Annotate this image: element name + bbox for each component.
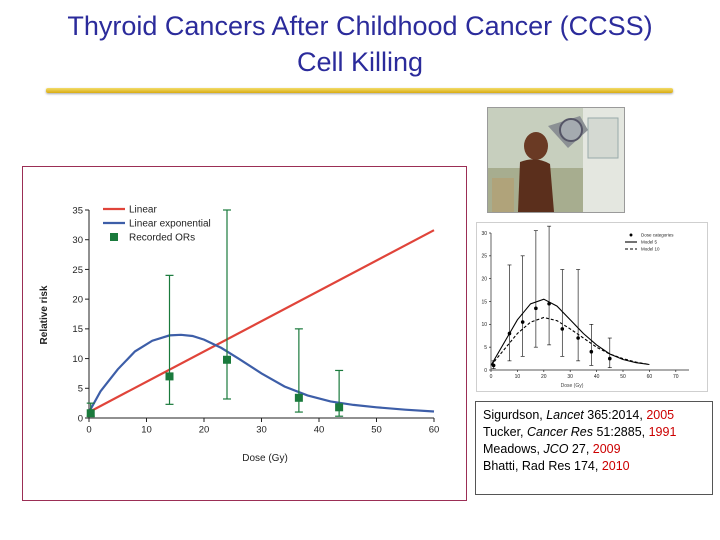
main-x-tick-label: 50 bbox=[371, 425, 382, 436]
reference-4: Bhatti, Rad Res 174, 2010 bbox=[483, 459, 630, 473]
main-data-point bbox=[294, 393, 303, 402]
mini-x-tick-label: 60 bbox=[647, 374, 653, 380]
main-series-linear bbox=[88, 229, 435, 414]
mini-x-tick-label: 40 bbox=[594, 374, 600, 380]
mini-data-point bbox=[507, 331, 512, 336]
mini-x-tick-label: 50 bbox=[620, 374, 626, 380]
main-data-point bbox=[86, 409, 95, 418]
mini-legend-label: Model 10 bbox=[641, 247, 660, 252]
mini-series-model-5 bbox=[490, 298, 650, 366]
main-x-tick-label: 60 bbox=[429, 425, 440, 436]
model-comparison-chart: 0 10 20 30 40 50 60 70 0 5 10 15 20 25 30 Dose categor… bbox=[476, 222, 708, 392]
mini-x-axis-label: Dose (Gy) bbox=[561, 383, 584, 389]
mini-data-point bbox=[560, 327, 565, 331]
mini-data-point bbox=[534, 306, 538, 311]
slide-title-line1: Thyroid Cancers After Childhood Cancer (… bbox=[67, 11, 653, 41]
mini-legend-swatch bbox=[629, 233, 633, 237]
mini-data-point bbox=[520, 320, 525, 324]
reference-3: Meadows, JCO 27, 2009 bbox=[483, 442, 621, 456]
mini-y-tick-label: 10 bbox=[481, 322, 487, 328]
y-axis-label: Relative risk bbox=[39, 285, 50, 344]
mini-y-tick-label: 15 bbox=[481, 299, 487, 305]
slide-title-line2: Cell Killing bbox=[296, 47, 424, 77]
mini-x-tick-label: 20 bbox=[541, 374, 547, 380]
mini-y-tick-label: 5 bbox=[484, 345, 487, 351]
mini-y-tick-label: 25 bbox=[481, 254, 487, 260]
mini-legend-label: Dose categories bbox=[641, 233, 674, 238]
main-legend-swatch bbox=[110, 233, 118, 241]
phantom-photo bbox=[487, 107, 625, 213]
mini-series-model-10 bbox=[490, 316, 650, 366]
main-y-tick-label: 30 bbox=[72, 235, 83, 246]
mini-y-tick-label: 0 bbox=[484, 368, 487, 374]
main-data-point bbox=[335, 403, 344, 412]
main-series-linear-exponential bbox=[88, 333, 435, 413]
mini-x-tick-label: 10 bbox=[515, 374, 521, 380]
main-y-tick-label: 0 bbox=[78, 413, 83, 424]
title-underline bbox=[46, 88, 673, 93]
reference-1: Sigurdson, Lancet 365:2014, 2005 bbox=[483, 408, 675, 422]
mini-data-point bbox=[491, 363, 496, 368]
main-y-tick-label: 25 bbox=[72, 265, 83, 276]
relative-risk-chart: 0 10 20 30 40 50 60 0 5 10 15 20 25 30 35 Linear Linear… bbox=[39, 205, 440, 465]
mini-y-tick-label: 20 bbox=[481, 276, 487, 282]
mini-x-tick-label: 70 bbox=[673, 374, 679, 380]
mini-data-point bbox=[589, 349, 594, 354]
mini-data-point bbox=[547, 301, 551, 306]
mini-legend-label: Model 5 bbox=[641, 240, 658, 245]
main-chart-frame: 0 10 20 30 40 50 60 0 5 10 15 20 25 30 35 Linear Linear… bbox=[22, 166, 467, 501]
main-y-tick-label: 35 bbox=[72, 205, 83, 216]
main-legend-label: Linear bbox=[129, 205, 157, 216]
main-data-point bbox=[165, 372, 174, 381]
main-x-tick-label: 30 bbox=[256, 425, 267, 436]
x-axis-label: Dose (Gy) bbox=[242, 453, 288, 464]
main-legend-label: Linear exponential bbox=[129, 219, 211, 230]
main-x-tick-label: 10 bbox=[141, 425, 152, 436]
main-data-point bbox=[223, 355, 231, 364]
main-x-tick-label: 20 bbox=[199, 425, 210, 436]
reference-2: Tucker, Cancer Res 51:2885, 1991 bbox=[483, 425, 677, 439]
references-box: Sigurdson, Lancet 365:2014, 2005 Tucker,… bbox=[475, 401, 713, 495]
mini-data-point bbox=[608, 356, 612, 361]
main-y-tick-label: 20 bbox=[72, 294, 83, 305]
main-y-tick-label: 15 bbox=[72, 324, 83, 335]
main-x-tick-label: 40 bbox=[314, 425, 325, 436]
mini-x-tick-label: 30 bbox=[567, 374, 573, 380]
main-y-tick-label: 5 bbox=[78, 384, 83, 395]
mini-x-tick-label: 0 bbox=[490, 374, 493, 380]
main-x-tick-label: 0 bbox=[86, 425, 91, 436]
main-y-tick-label: 10 bbox=[72, 354, 83, 365]
main-legend-label: Recorded ORs bbox=[129, 233, 195, 244]
mini-y-tick-label: 30 bbox=[481, 231, 487, 237]
mini-data-point bbox=[576, 336, 580, 340]
